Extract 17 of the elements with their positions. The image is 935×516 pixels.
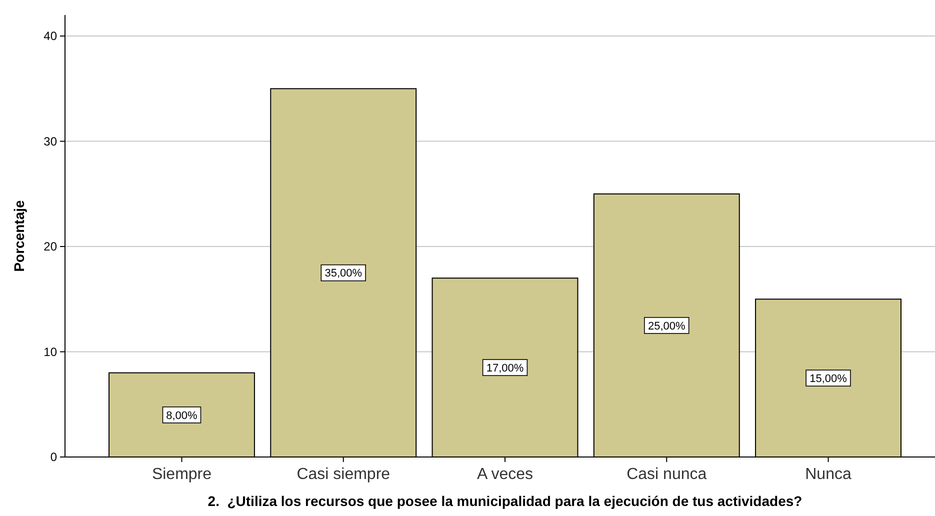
x-tick-label: Siempre <box>152 466 212 483</box>
data-label: 15,00% <box>810 372 848 385</box>
y-tick-label: 30 <box>44 134 58 148</box>
x-tick-label: Casi siempre <box>296 466 390 483</box>
y-tick-label: 40 <box>44 29 58 44</box>
data-label: 17,00% <box>486 362 524 374</box>
y-axis-title: Porcentaje <box>11 200 27 272</box>
x-axis-title: 2. ¿Utiliza los recursos que posee la municipalidad para la ejecución de tus actividades? <box>208 493 802 509</box>
data-label: 25,00% <box>648 320 686 332</box>
y-tick-label: 10 <box>44 344 58 359</box>
y-tick-label: 20 <box>44 240 58 254</box>
x-tick-label: A veces <box>476 466 534 483</box>
data-label: 8,00% <box>166 410 198 422</box>
data-label: 35,00% <box>324 268 362 280</box>
x-tick-label: Casi nunca <box>626 466 707 483</box>
y-tick-label: 0 <box>50 450 58 464</box>
x-tick-label: Nunca <box>805 466 852 483</box>
